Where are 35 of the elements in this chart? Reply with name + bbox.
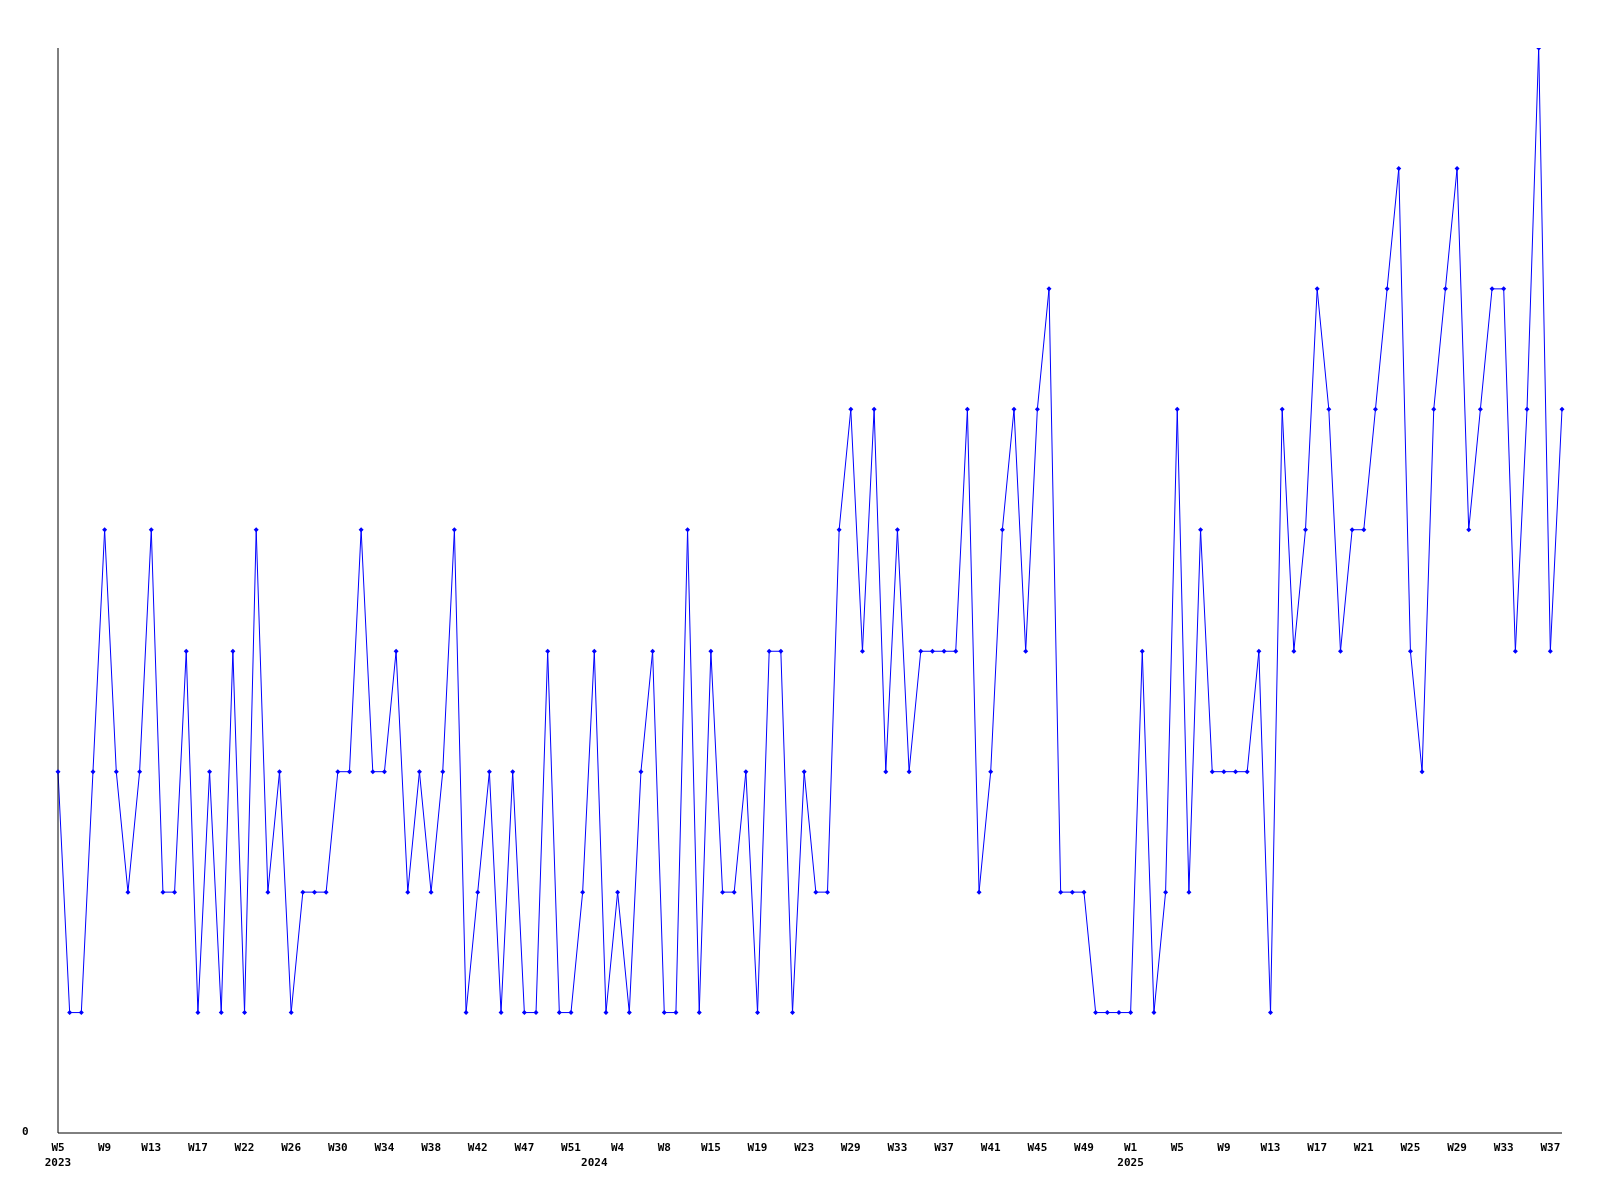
x-tick-label: W38 [421, 1141, 442, 1154]
x-tick-label: W5 [1170, 1141, 1184, 1154]
x-tick-label: W5 2023 [44, 1141, 72, 1169]
x-tick-label: W15 [700, 1141, 721, 1154]
x-tick-label: W25 [1400, 1141, 1421, 1154]
x-tick-label: W42 [467, 1141, 488, 1154]
x-tick-label: W33 [887, 1141, 908, 1154]
x-tick-label: W4 [611, 1141, 625, 1154]
x-tick-label: W47 [514, 1141, 535, 1154]
x-tick-label: W9 [1217, 1141, 1231, 1154]
x-tick-label: W22 [234, 1141, 255, 1154]
x-tick-label: W17 [1307, 1141, 1328, 1154]
x-tick-label: W45 [1027, 1141, 1048, 1154]
x-tick-label: W37 [934, 1141, 955, 1154]
x-tick-label: W21 [1353, 1141, 1375, 1154]
x-tick-label: W26 [281, 1141, 302, 1154]
x-tick-label: W51 [561, 1141, 582, 1154]
x-tick-label: W13 [141, 1141, 162, 1154]
x-tick-label: W8 [657, 1141, 671, 1154]
x-tick-label: W13 [1260, 1141, 1281, 1154]
x-tick-label: W37 [1540, 1141, 1561, 1154]
x-tick-label: W29 [840, 1141, 861, 1154]
x-tick-label: W1 2025 [1117, 1141, 1144, 1169]
x-tick-label: W17 [187, 1141, 208, 1154]
x-tick-label: W30 [327, 1141, 348, 1154]
x-tick-label: W34 [374, 1141, 395, 1154]
x-tick-label: W33 [1493, 1141, 1514, 1154]
x-tick-label: W49 [1074, 1141, 1094, 1154]
text: 0 [22, 1125, 29, 1138]
x-tick-label: W19 [747, 1141, 768, 1154]
x-tick-label: W41 [980, 1141, 1002, 1154]
x-tick-label: W9 [98, 1141, 112, 1154]
x-tick-label: W29 [1447, 1141, 1468, 1154]
x-tick-label: 2024 [581, 1156, 608, 1169]
x-tick-label: W23 [794, 1141, 815, 1154]
